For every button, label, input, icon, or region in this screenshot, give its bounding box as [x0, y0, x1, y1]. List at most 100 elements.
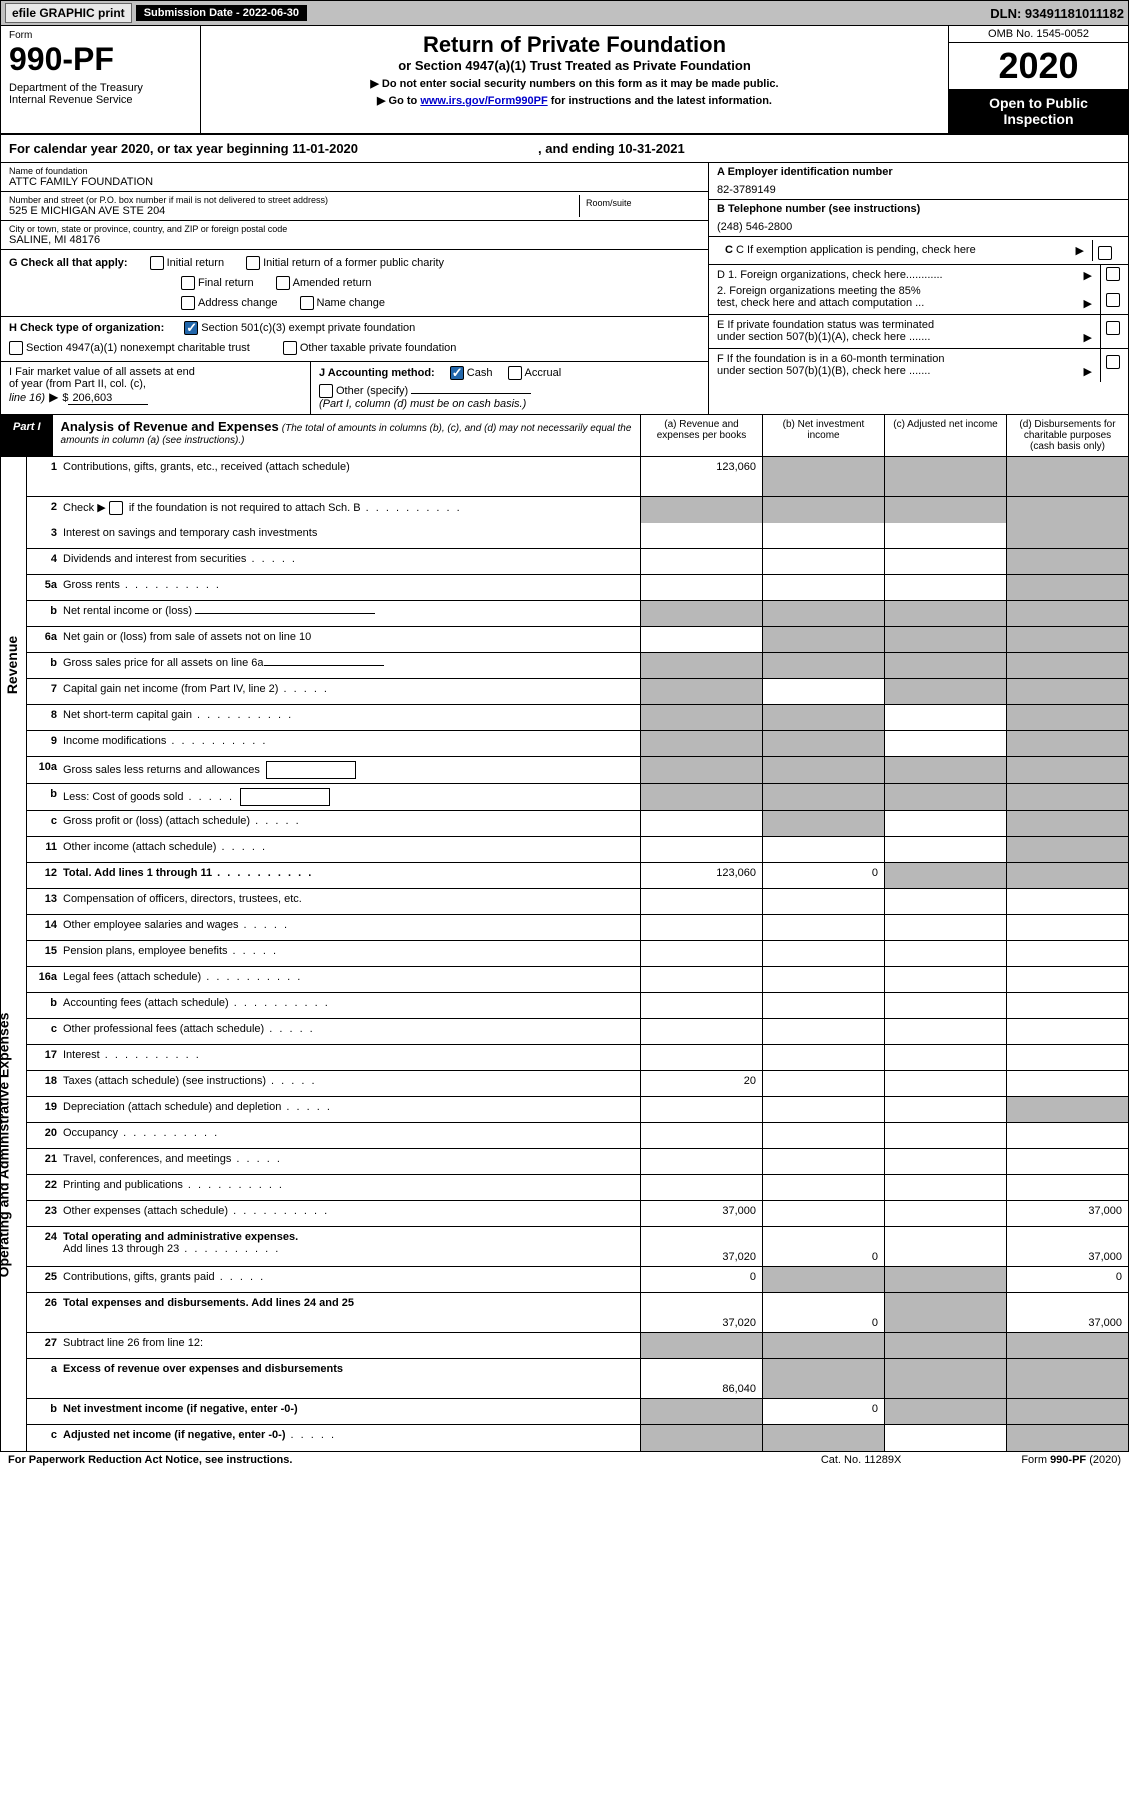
g-check-row-3: Address change Name change — [1, 296, 708, 316]
row-11: 11Other income (attach schedule) — [27, 837, 1128, 863]
row-4: 4Dividends and interest from securities — [27, 549, 1128, 575]
row-13: 13Compensation of officers, directors, t… — [27, 889, 1128, 915]
revenue-side-label: Revenue Operating and Administrative Exp… — [1, 457, 27, 1451]
city-state-zip: SALINE, MI 48176 — [9, 234, 700, 246]
c-cell: C C If exemption application is pending,… — [709, 237, 1128, 265]
other-method-label: Other (specify) — [336, 385, 408, 397]
initial-former-checkbox[interactable] — [246, 256, 260, 270]
row-10a: 10aGross sales less returns and allowanc… — [27, 757, 1128, 784]
efile-print-button[interactable]: efile GRAPHIC print — [5, 3, 132, 23]
row-10b: bLess: Cost of goods sold — [27, 784, 1128, 811]
foreign-85-checkbox[interactable] — [1106, 293, 1120, 307]
i-label-3: line 16) — [9, 392, 45, 404]
cash-checkbox[interactable] — [450, 366, 464, 380]
expenses-label: Operating and Administrative Expenses — [0, 1013, 11, 1278]
city-cell: City or town, state or province, country… — [1, 221, 708, 250]
initial-return-label: Initial return — [167, 257, 224, 269]
4947-checkbox[interactable] — [9, 341, 23, 355]
street-label: Number and street (or P.O. box number if… — [9, 195, 579, 205]
j-note: (Part I, column (d) must be on cash basi… — [319, 398, 526, 410]
address-change-checkbox[interactable] — [181, 296, 195, 310]
row-27c: cAdjusted net income (if negative, enter… — [27, 1425, 1128, 1451]
initial-return-checkbox[interactable] — [150, 256, 164, 270]
e-cell: E If private foundation status was termi… — [709, 315, 1128, 349]
row-22: 22Printing and publications — [27, 1175, 1128, 1201]
open-pub-1: Open to Public — [953, 95, 1124, 111]
amended-return-checkbox[interactable] — [276, 276, 290, 290]
amended-return-label: Amended return — [293, 277, 372, 289]
4947-label: Section 4947(a)(1) nonexempt charitable … — [26, 342, 250, 354]
row-5b: bNet rental income or (loss) — [27, 601, 1128, 627]
i-label-1: I Fair market value of all assets at end — [9, 366, 302, 378]
top-bar: efile GRAPHIC print Submission Date - 20… — [1, 1, 1128, 26]
col-b-header: (b) Net investment income — [762, 415, 884, 456]
sch-b-checkbox[interactable] — [109, 501, 123, 515]
501c3-label: Section 501(c)(3) exempt private foundat… — [201, 322, 415, 334]
row-9: 9Income modifications — [27, 731, 1128, 757]
cash-label: Cash — [467, 367, 493, 379]
e2-label: under section 507(b)(1)(A), check here .… — [717, 331, 930, 343]
row-23: 23Other expenses (attach schedule)37,000… — [27, 1201, 1128, 1227]
calendar-year-row: For calendar year 2020, or tax year begi… — [1, 135, 1128, 163]
e1-label: E If private foundation status was termi… — [717, 319, 1092, 331]
other-taxable-checkbox[interactable] — [283, 341, 297, 355]
row-7: 7Capital gain net income (from Part IV, … — [27, 679, 1128, 705]
goto-instruction: ▶ Go to www.irs.gov/Form990PF for instru… — [211, 94, 938, 107]
501c3-checkbox[interactable] — [184, 321, 198, 335]
footer: For Paperwork Reduction Act Notice, see … — [0, 1452, 1129, 1468]
paperwork-notice: For Paperwork Reduction Act Notice, see … — [8, 1454, 292, 1466]
d2b-label: test, check here and attach computation … — [717, 297, 924, 309]
60month-checkbox[interactable] — [1106, 355, 1120, 369]
f-cell: F If the foundation is in a 60-month ter… — [709, 349, 1128, 382]
final-return-checkbox[interactable] — [181, 276, 195, 290]
part-1-badge: Part I — [1, 415, 53, 456]
row-24: 24Total operating and administrative exp… — [27, 1227, 1128, 1267]
name-change-checkbox[interactable] — [300, 296, 314, 310]
exemption-pending-checkbox[interactable] — [1098, 246, 1112, 260]
row-6a: 6aNet gain or (loss) from sale of assets… — [27, 627, 1128, 653]
foreign-org-checkbox[interactable] — [1106, 267, 1120, 281]
part-1-title: Analysis of Revenue and Expenses — [61, 419, 279, 434]
col-a-header: (a) Revenue and expenses per books — [640, 415, 762, 456]
row-2: 2Check ▶ if the foundation is not requir… — [27, 497, 1128, 523]
ein-label: A Employer identification number — [717, 166, 893, 178]
j-label: J Accounting method: — [319, 367, 435, 379]
accrual-checkbox[interactable] — [508, 366, 522, 380]
row-26: 26Total expenses and disbursements. Add … — [27, 1293, 1128, 1333]
cat-number: Cat. No. 11289X — [821, 1454, 902, 1466]
room-suite-label: Room/suite — [580, 195, 700, 217]
row-18: 18Taxes (attach schedule) (see instructi… — [27, 1071, 1128, 1097]
instr-pre: ▶ Go to — [377, 95, 420, 107]
dept-treasury: Department of the Treasury — [9, 82, 192, 94]
row-20: 20Occupancy — [27, 1123, 1128, 1149]
f1-label: F If the foundation is in a 60-month ter… — [717, 353, 1092, 365]
ssn-warning: ▶ Do not enter social security numbers o… — [211, 77, 938, 90]
h-row: H Check type of organization: Section 50… — [1, 317, 708, 339]
col-d-header: (d) Disbursements for charitable purpose… — [1006, 415, 1128, 456]
form-ref: Form 990-PF (2020) — [1021, 1454, 1121, 1466]
tax-year: 2020 — [949, 43, 1128, 89]
cal-ending: , and ending 10-31-2021 — [538, 141, 685, 156]
form-subtitle: or Section 4947(a)(1) Trust Treated as P… — [211, 58, 938, 73]
dln-number: DLN: 93491181011182 — [990, 6, 1124, 21]
form-header: Form 990-PF Department of the Treasury I… — [1, 26, 1128, 135]
row-17: 17Interest — [27, 1045, 1128, 1071]
phone-cell: B Telephone number (see instructions) (2… — [709, 200, 1128, 237]
g-check-row-2: Final return Amended return — [1, 276, 708, 296]
h-row-2: Section 4947(a)(1) nonexempt charitable … — [1, 339, 708, 362]
form-label: Form — [9, 30, 192, 41]
row-25: 25Contributions, gifts, grants paid00 — [27, 1267, 1128, 1293]
row-10c: cGross profit or (loss) (attach schedule… — [27, 811, 1128, 837]
city-label: City or town, state or province, country… — [9, 224, 700, 234]
row-27b: bNet investment income (if negative, ent… — [27, 1399, 1128, 1425]
terminated-checkbox[interactable] — [1106, 321, 1120, 335]
foundation-name: ATTC FAMILY FOUNDATION — [9, 176, 700, 188]
row-6b: bGross sales price for all assets on lin… — [27, 653, 1128, 679]
irs-link[interactable]: www.irs.gov/Form990PF — [420, 95, 547, 107]
foundation-name-cell: Name of foundation ATTC FAMILY FOUNDATIO… — [1, 163, 708, 192]
revenue-label: Revenue — [4, 636, 20, 694]
f2-label: under section 507(b)(1)(B), check here .… — [717, 365, 930, 377]
other-method-checkbox[interactable] — [319, 384, 333, 398]
d1-label: D 1. Foreign organizations, check here..… — [717, 269, 943, 281]
d-cell: D 1. Foreign organizations, check here..… — [709, 265, 1128, 315]
